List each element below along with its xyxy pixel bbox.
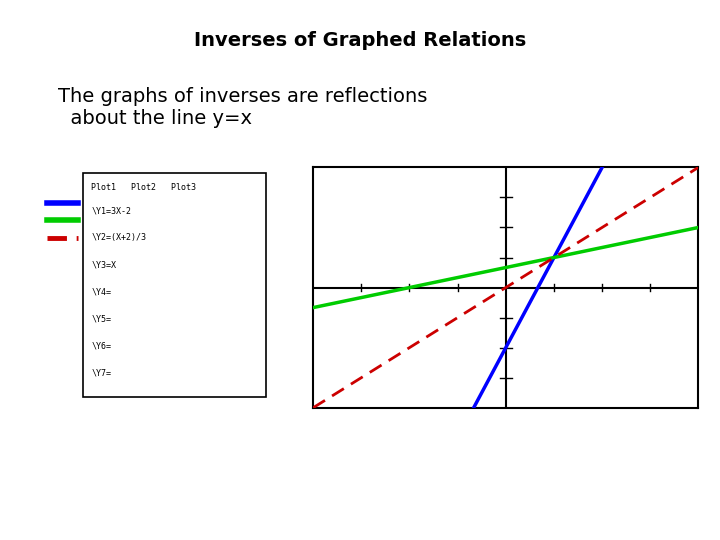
Text: \Y1=3X-2: \Y1=3X-2 [91,206,132,215]
Text: \Y6=: \Y6= [91,341,112,350]
Text: Inverses of Graphed Relations: Inverses of Graphed Relations [194,31,526,50]
Text: \Y3=X: \Y3=X [91,260,117,269]
Text: \Y4=: \Y4= [91,287,112,296]
Text: The graphs of inverses are reflections
  about the line y=x: The graphs of inverses are reflections a… [58,87,427,129]
Text: \Y2=(X+2)/3: \Y2=(X+2)/3 [91,233,146,242]
FancyBboxPatch shape [83,173,266,397]
Text: Plot1   Plot2   Plot3: Plot1 Plot2 Plot3 [91,184,197,192]
Text: \Y5=: \Y5= [91,314,112,323]
Text: \Y7=: \Y7= [91,368,112,377]
